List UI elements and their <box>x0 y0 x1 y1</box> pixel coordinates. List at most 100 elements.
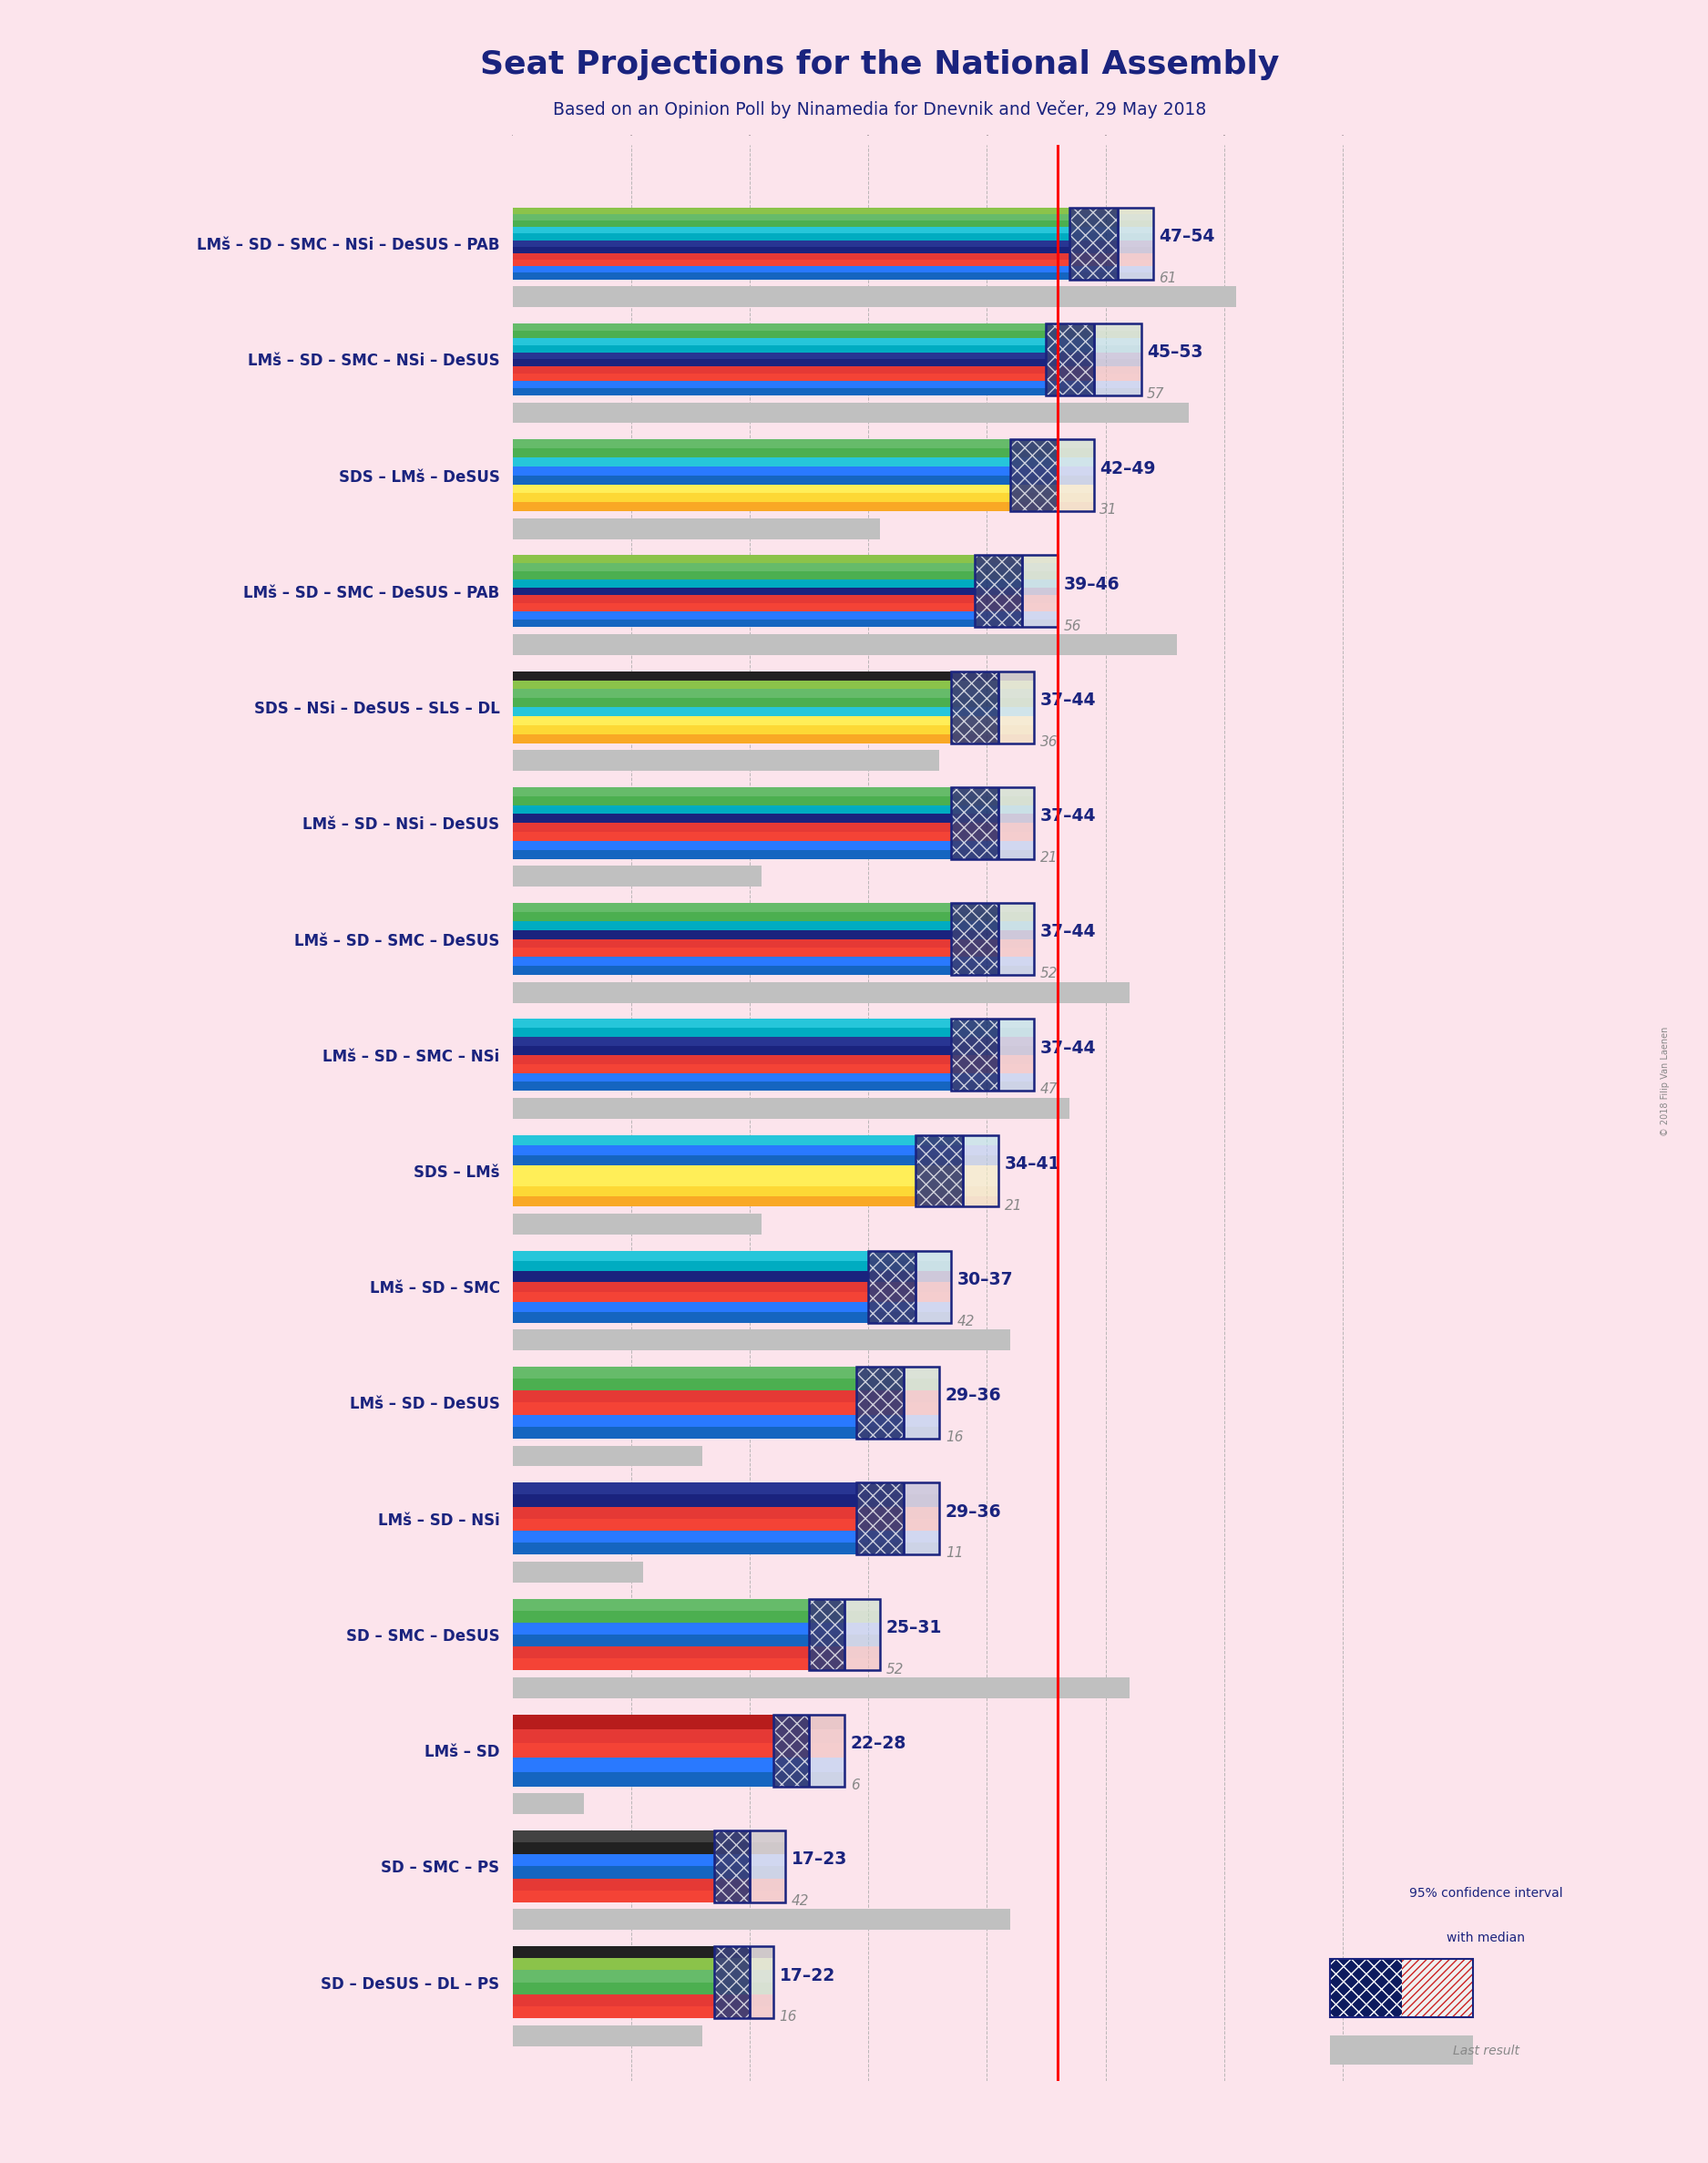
Bar <box>1045 324 1093 396</box>
Bar <box>951 813 1035 824</box>
Bar <box>1045 346 1141 353</box>
Bar <box>1057 439 1093 510</box>
Text: 17–23: 17–23 <box>791 1852 847 1869</box>
Bar <box>512 381 1045 387</box>
Bar <box>714 1830 750 1901</box>
Bar <box>975 562 1057 571</box>
Bar <box>975 612 1057 619</box>
Bar <box>975 580 1057 586</box>
Bar <box>915 1185 999 1196</box>
Bar <box>1069 234 1153 240</box>
Bar <box>1069 221 1153 227</box>
Bar <box>512 467 1011 476</box>
Bar <box>750 1830 786 1901</box>
Bar <box>975 586 1057 595</box>
Bar <box>714 1830 786 1843</box>
Bar <box>512 796 951 805</box>
Bar <box>844 1598 880 1670</box>
Bar <box>1069 266 1153 273</box>
Bar <box>512 1958 714 1970</box>
Bar <box>810 1646 880 1659</box>
Bar <box>512 956 951 967</box>
Bar <box>512 967 951 976</box>
Bar <box>1057 439 1093 510</box>
Text: 39–46: 39–46 <box>1064 575 1120 593</box>
Text: 56: 56 <box>1064 619 1081 634</box>
Bar <box>868 1261 951 1272</box>
Bar <box>999 902 1035 976</box>
Bar <box>810 1635 880 1646</box>
Bar <box>915 1177 999 1185</box>
Bar <box>951 699 1035 707</box>
Bar <box>975 556 1057 627</box>
Bar <box>512 1313 868 1324</box>
Bar <box>951 787 1035 859</box>
Bar <box>1011 493 1093 502</box>
Bar <box>512 1378 856 1391</box>
Bar <box>856 1482 939 1555</box>
Bar <box>951 671 999 744</box>
Bar <box>1069 208 1153 279</box>
Bar <box>512 1793 584 1815</box>
Bar <box>1069 227 1153 234</box>
Bar <box>512 221 1069 227</box>
Bar <box>856 1531 939 1542</box>
Text: 22–28: 22–28 <box>851 1735 907 1752</box>
Bar <box>975 595 1057 603</box>
Bar <box>512 1185 915 1196</box>
Bar <box>951 707 1035 716</box>
Text: 47: 47 <box>1040 1084 1057 1097</box>
Bar <box>810 1715 844 1787</box>
Bar <box>951 824 1035 833</box>
Bar <box>512 1771 774 1787</box>
Bar <box>512 1622 810 1635</box>
Bar <box>512 266 1069 273</box>
Text: 30–37: 30–37 <box>956 1272 1013 1289</box>
Bar <box>512 556 975 562</box>
Bar <box>512 439 1011 448</box>
Bar <box>1023 556 1057 627</box>
Bar <box>856 1482 904 1555</box>
Bar <box>512 751 939 770</box>
Bar <box>512 286 1237 307</box>
Bar <box>512 1445 702 1467</box>
Bar <box>512 346 1045 353</box>
Bar <box>868 1250 915 1324</box>
Bar <box>512 1415 856 1428</box>
Bar <box>774 1743 844 1759</box>
Bar <box>856 1402 939 1415</box>
Bar <box>1045 337 1141 346</box>
Bar <box>714 1830 786 1901</box>
Bar <box>810 1622 880 1635</box>
Bar <box>1069 247 1153 253</box>
Bar <box>1045 331 1141 337</box>
Bar <box>512 1659 810 1670</box>
Bar <box>512 253 1069 260</box>
Bar <box>512 1082 951 1090</box>
Bar <box>512 921 951 930</box>
Bar <box>512 485 1011 493</box>
Bar <box>951 902 1035 976</box>
Bar <box>512 1056 951 1064</box>
Bar <box>951 833 1035 841</box>
Bar <box>714 1947 774 1958</box>
Bar <box>975 571 1057 580</box>
Bar <box>512 580 975 586</box>
Bar <box>512 387 1045 396</box>
Bar <box>951 796 1035 805</box>
Bar <box>512 1064 951 1073</box>
Bar <box>951 787 1035 796</box>
Bar <box>512 679 951 690</box>
Bar <box>714 1843 786 1854</box>
Text: 21: 21 <box>1004 1198 1023 1213</box>
Bar <box>512 571 975 580</box>
Bar <box>915 1196 999 1207</box>
Bar <box>856 1542 939 1555</box>
Bar <box>512 1676 1129 1698</box>
Bar <box>856 1508 939 1518</box>
Bar <box>999 1019 1035 1090</box>
Bar <box>512 260 1069 266</box>
Bar <box>512 865 762 887</box>
Bar <box>512 1598 810 1611</box>
Bar <box>512 331 1045 337</box>
